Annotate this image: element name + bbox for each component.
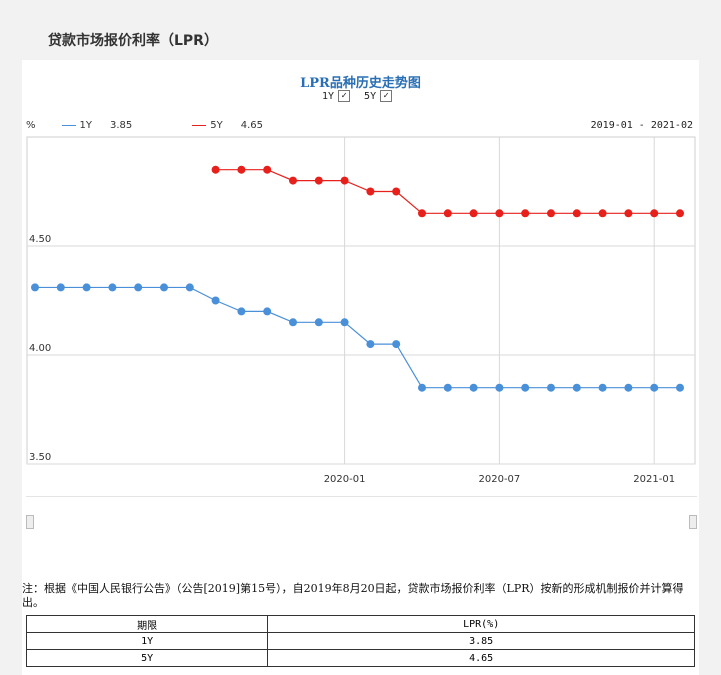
data-point-1y bbox=[521, 383, 530, 392]
data-point-1y bbox=[340, 318, 349, 327]
data-point-5y bbox=[340, 176, 349, 185]
data-point-5y bbox=[495, 209, 504, 218]
legend-item-5y[interactable]: 5Y 4.65 bbox=[192, 120, 263, 131]
date-range: 2019-01 - 2021-02 bbox=[590, 120, 693, 131]
data-point-1y bbox=[237, 307, 246, 316]
plot-frame bbox=[26, 136, 696, 465]
x-tick-label: 2021-01 bbox=[633, 474, 675, 485]
line-chart: 3.50 4.00 4.50 2020-01 2020-07 2021-01 bbox=[26, 136, 696, 485]
data-point-5y bbox=[547, 209, 555, 218]
data-point-1y bbox=[624, 383, 633, 392]
y-unit-label: % bbox=[26, 120, 36, 131]
data-point-1y bbox=[31, 283, 39, 292]
x-tick-label: 2020-07 bbox=[479, 474, 521, 485]
data-point-5y bbox=[676, 209, 684, 218]
data-point-5y bbox=[650, 209, 659, 218]
data-point-1y bbox=[495, 383, 504, 392]
data-point-1y bbox=[160, 283, 168, 292]
chart-panel: LPR品种历史走势图 1Y ✓ 5Y ✓ % 1Y 3.85 5Y 4.65 2… bbox=[22, 60, 699, 675]
legend-name-1y: 1Y bbox=[79, 120, 92, 131]
data-point-1y bbox=[650, 383, 659, 392]
table-header-row: 期限 LPR(%) bbox=[25, 615, 695, 633]
table-cell-term: 1Y bbox=[25, 632, 269, 650]
data-point-1y bbox=[676, 383, 684, 392]
data-point-1y bbox=[263, 307, 272, 316]
y-tick-label: 4.00 bbox=[29, 343, 51, 354]
data-point-1y bbox=[547, 383, 555, 392]
data-point-5y bbox=[289, 176, 297, 185]
footnote: 注：根据《中国人民银行公告》（公告[2019]第15号），自2019年8月20日… bbox=[22, 582, 684, 609]
range-navigator[interactable] bbox=[26, 496, 697, 547]
checkbox-1y[interactable]: ✓ bbox=[338, 90, 351, 102]
series-toggles: 1Y ✓ 5Y ✓ bbox=[322, 90, 402, 102]
data-point-5y bbox=[392, 187, 401, 196]
chart-legend: % 1Y 3.85 5Y 4.65 bbox=[26, 120, 323, 131]
data-point-5y bbox=[237, 165, 246, 174]
data-point-1y bbox=[82, 283, 91, 292]
navigator-handle-left[interactable] bbox=[26, 515, 34, 529]
table-cell-term: 5Y bbox=[25, 649, 269, 667]
data-point-5y bbox=[211, 165, 220, 174]
data-point-5y bbox=[624, 209, 633, 218]
data-point-5y bbox=[314, 176, 323, 185]
data-point-1y bbox=[211, 296, 220, 305]
toggle-5y-label: 5Y bbox=[364, 90, 377, 102]
data-point-1y bbox=[56, 283, 65, 292]
toggle-1y[interactable]: 1Y ✓ bbox=[322, 90, 351, 102]
table-header-lpr: LPR(%) bbox=[267, 615, 695, 633]
data-point-1y bbox=[469, 383, 478, 392]
data-point-5y bbox=[263, 165, 272, 174]
data-point-1y bbox=[108, 283, 117, 292]
legend-value-1y: 3.85 bbox=[110, 120, 133, 131]
legend-value-5y: 4.65 bbox=[240, 120, 264, 131]
legend-item-1y[interactable]: 1Y 3.85 bbox=[61, 120, 133, 131]
navigator-handle-right[interactable] bbox=[689, 515, 697, 529]
y-tick-label: 3.50 bbox=[29, 452, 51, 463]
data-point-1y bbox=[443, 383, 452, 392]
legend-line-5y bbox=[192, 125, 207, 126]
data-point-5y bbox=[572, 209, 581, 218]
chart-title: LPR品种历史走势图 bbox=[300, 76, 421, 91]
legend-line-1y bbox=[61, 125, 76, 126]
page-title: 贷款市场报价利率（LPR） bbox=[48, 33, 218, 49]
data-point-1y bbox=[185, 283, 194, 292]
toggle-1y-label: 1Y bbox=[322, 90, 335, 102]
table-row: 1Y 3.85 bbox=[25, 632, 695, 650]
table-cell-rate: 3.85 bbox=[267, 632, 695, 650]
table-row: 5Y 4.65 bbox=[25, 649, 695, 667]
table-header-term: 期限 bbox=[25, 615, 269, 633]
series-line-1y bbox=[35, 286, 680, 389]
data-point-1y bbox=[598, 383, 607, 392]
toggle-5y[interactable]: 5Y ✓ bbox=[364, 90, 393, 102]
series-line-5y bbox=[215, 169, 680, 214]
y-tick-label: 4.50 bbox=[29, 234, 51, 245]
data-point-1y bbox=[392, 340, 401, 349]
data-point-1y bbox=[134, 283, 143, 292]
data-point-5y bbox=[598, 209, 607, 218]
data-point-5y bbox=[469, 209, 478, 218]
table-cell-rate: 4.65 bbox=[267, 649, 695, 667]
x-tick-label: 2020-01 bbox=[324, 474, 366, 485]
data-point-1y bbox=[366, 340, 375, 349]
data-point-5y bbox=[418, 209, 426, 218]
checkbox-5y[interactable]: ✓ bbox=[380, 90, 393, 102]
data-point-1y bbox=[314, 318, 323, 327]
lpr-table: 期限 LPR(%) 1Y 3.85 5Y 4.65 bbox=[25, 615, 695, 667]
data-point-1y bbox=[572, 383, 581, 392]
legend-name-5y: 5Y bbox=[210, 120, 223, 131]
data-point-5y bbox=[443, 209, 452, 218]
data-point-5y bbox=[521, 209, 530, 218]
data-point-1y bbox=[289, 318, 297, 327]
data-point-5y bbox=[366, 187, 375, 196]
data-point-1y bbox=[418, 383, 426, 392]
